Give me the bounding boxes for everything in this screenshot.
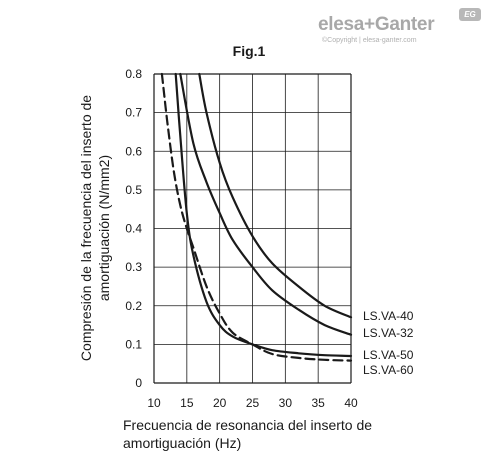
tick-labels: 10 15 20 25 30 35 40 0 0.1 0.2 0.3 0.4 0.5 0.6 0.7 0.8 — [125, 67, 358, 410]
x-tick-label: 40 — [344, 396, 358, 410]
y-tick-label: 0.8 — [125, 67, 142, 81]
axis-labels: Frecuencia de resonancia del inserto de a… — [78, 95, 372, 451]
series-lines — [160, 72, 353, 362]
legend-entry: LS.VA-32 — [363, 326, 414, 340]
x-tick-label: 15 — [180, 396, 194, 410]
brand-badge: EG — [459, 8, 481, 21]
y-tick-label: 0.5 — [125, 183, 142, 197]
x-axis-label: Frecuencia de resonancia del inserto de — [123, 417, 372, 433]
legend-entry: LS.VA-50 — [363, 348, 414, 362]
y-axis-label: Compresión de la frecuencia del inserto … — [78, 95, 94, 361]
series-line-ls-va-40 — [198, 72, 353, 319]
series-line-ls-va-32 — [179, 72, 353, 336]
y-tick-label: 0.3 — [125, 260, 142, 274]
y-tick-label: 0 — [135, 376, 142, 390]
series-line-ls-va-50 — [174, 72, 353, 358]
legend-entry: LS.VA-60 — [363, 363, 414, 377]
y-axis-label: amortiguación (N/mm2) — [96, 155, 112, 301]
x-tick-label: 20 — [213, 396, 227, 410]
copyright-text: ©Copyright | elesa-ganter.com — [322, 37, 417, 44]
grid — [153, 73, 352, 384]
x-tick-label: 10 — [147, 396, 161, 410]
brand-logo-text: elesa+Ganter — [318, 14, 435, 35]
legend-entry: LS.VA-40 — [363, 309, 414, 323]
y-tick-label: 0.6 — [125, 144, 142, 158]
x-tick-label: 35 — [311, 396, 325, 410]
x-tick-label: 30 — [279, 396, 293, 410]
y-tick-label: 0.2 — [125, 299, 142, 313]
series-line-ls-va-60 — [160, 72, 353, 362]
brand-logo: elesa+Ganter ©Copyright | elesa-ganter.c… — [318, 8, 484, 48]
y-tick-label: 0.1 — [125, 337, 142, 351]
x-axis-label: amortiguación (Hz) — [123, 435, 241, 451]
y-tick-label: 0.4 — [125, 222, 142, 236]
chart-title: Fig.1 — [233, 43, 266, 59]
y-tick-label: 0.7 — [125, 106, 142, 120]
x-tick-label: 25 — [246, 396, 260, 410]
